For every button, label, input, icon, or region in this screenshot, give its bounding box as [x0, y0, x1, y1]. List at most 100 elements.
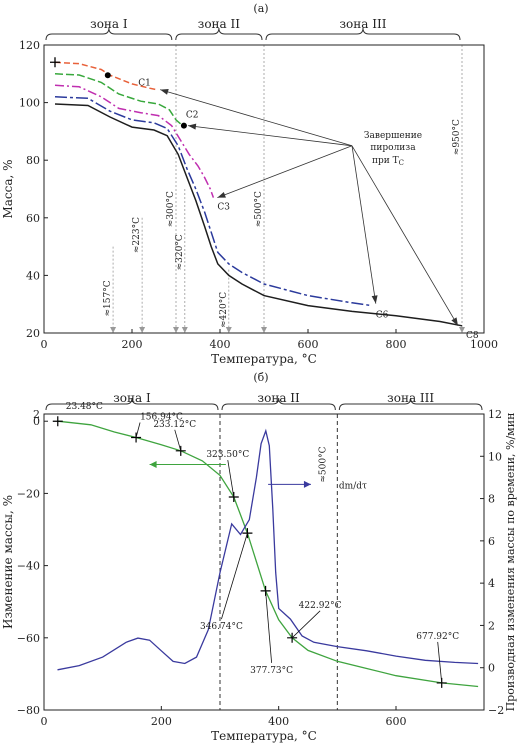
- annotation-arrow: [187, 125, 353, 147]
- y-tick-label: −20: [17, 487, 40, 500]
- reference-label: ≈223°C: [132, 217, 142, 253]
- y-tick-label: 100: [19, 97, 40, 110]
- point-dot: [180, 122, 187, 129]
- x-axis-label: Температура, °C: [211, 729, 317, 743]
- reference-arrowhead: [139, 327, 146, 333]
- annotation-arrow: [160, 89, 353, 147]
- point-marker: [287, 632, 298, 643]
- zone-label: зона II: [198, 17, 240, 31]
- y-tick-label: −80: [17, 704, 40, 717]
- reference-arrowhead: [261, 327, 267, 333]
- x-tick-label: 1000: [470, 338, 498, 351]
- reference-lines: ≈157°C ≈223°C ≈300°C ≈320°C ≈420°C ≈500°C ≈950…: [103, 45, 465, 333]
- x-ticks: 0 200 400 600: [41, 706, 407, 728]
- point-label: 377.73°C: [250, 666, 293, 676]
- point-label: 23.48°C: [66, 402, 103, 412]
- y2-tick-label: −2: [488, 704, 504, 717]
- start-marker: [50, 57, 60, 68]
- point-label: 156.94°C: [140, 412, 183, 422]
- derivative-curve: [57, 428, 479, 671]
- annotation-line-3: при TC: [372, 156, 404, 167]
- annotation-arrowhead: [217, 191, 226, 198]
- annotation-text: Завершение пиролиза при TC: [364, 131, 422, 167]
- point-marker: [175, 445, 186, 456]
- zone-boundary-label: ≈500°C: [318, 446, 328, 482]
- plot-frame: [43, 413, 485, 711]
- panel-b-label: (б): [253, 371, 268, 384]
- zone-label: зона II: [258, 391, 300, 405]
- y-tick-label: 80: [26, 154, 40, 167]
- point-label: 233.12°C: [153, 420, 196, 430]
- panel-a: (а) зона I зона II зона III ≈157°C ≈223°C ≈3…: [1, 2, 498, 366]
- annotation-line-1: Завершение: [364, 131, 422, 141]
- reference-label: ≈500°C: [254, 191, 264, 227]
- point-label: 346.74°C: [200, 622, 243, 632]
- x-tick-label: 600: [386, 715, 407, 728]
- point-dot: [104, 72, 111, 79]
- point-markers: [50, 57, 187, 129]
- reference-arrowhead: [459, 327, 465, 333]
- arrowhead: [303, 480, 311, 488]
- annotation-arrow: [351, 145, 459, 327]
- annotation-arrowhead: [451, 317, 458, 326]
- y2-tick-label: 0: [488, 662, 495, 675]
- x-tick-label: 200: [151, 715, 172, 728]
- point-label: 323.50°C: [206, 450, 249, 460]
- annotation-arrowhead: [187, 123, 197, 130]
- point-marker: [52, 416, 63, 427]
- zone-label: зона I: [90, 17, 128, 31]
- x-tick-label: 0: [41, 338, 48, 351]
- series-label: C1: [138, 79, 151, 89]
- reference-arrowhead: [225, 327, 232, 333]
- reference-label: ≈157°C: [103, 280, 113, 316]
- derivative-arrow-label: dm/dτ: [339, 481, 367, 491]
- series-label: C3: [217, 203, 230, 213]
- series-c3: [54, 84, 215, 198]
- zone-brace: [265, 27, 461, 41]
- reference-arrowhead: [181, 327, 188, 333]
- x-tick-label: 200: [122, 338, 143, 351]
- y-tick-label: 60: [26, 212, 40, 225]
- series-lines: C1 C2 C3 C6 C8: [54, 61, 479, 341]
- zone-braces: зона I зона II зона III: [45, 17, 461, 41]
- point-label: 677.92°C: [416, 632, 459, 642]
- zone-brace: [45, 27, 173, 41]
- reference-arrowhead: [110, 327, 117, 333]
- series-label: C8: [466, 331, 479, 341]
- reference-label: ≈420°C: [219, 292, 229, 328]
- annotation-arrowhead: [160, 89, 169, 95]
- y-axis-label: Масса, %: [1, 159, 15, 218]
- y-tick-label: 120: [19, 39, 40, 52]
- y-tick-label-top: 2: [33, 408, 40, 421]
- point-leader: [135, 422, 141, 438]
- y2-ticks: −2 0 2 4 6 8 10 12: [480, 408, 504, 717]
- series-c8: [54, 103, 463, 327]
- zone-brace: [175, 27, 263, 41]
- reference-label: ≈300°C: [166, 191, 176, 227]
- zone-label: зона III: [340, 17, 387, 31]
- zone-braces: зона I зона II зона III: [45, 391, 483, 411]
- zone-brace: [221, 397, 336, 411]
- panel-a-label: (а): [253, 2, 268, 15]
- series-label: C2: [186, 111, 199, 121]
- x-axis-label: Температура, °C: [211, 352, 317, 366]
- zone-label: зона I: [113, 391, 151, 405]
- y2-tick-label: 4: [488, 577, 495, 590]
- y-tick-label: −40: [17, 560, 40, 573]
- y-tick-label: 40: [26, 269, 40, 282]
- zone-brace: [338, 397, 483, 411]
- x-tick-label: 600: [298, 338, 319, 351]
- y-tick-label: −60: [17, 632, 40, 645]
- annotation-subscript: C: [399, 159, 404, 167]
- y2-tick-label: 2: [488, 619, 495, 632]
- x-tick-label: 400: [210, 338, 231, 351]
- y-axis-label: Изменение массы, %: [1, 495, 15, 629]
- series-label: C6: [376, 311, 389, 321]
- zone-label: зона III: [387, 391, 434, 405]
- y2-axis-label: Производная изменения массы по времени, …: [504, 413, 517, 712]
- mass-curve: [57, 420, 479, 688]
- reference-arrowhead: [173, 327, 179, 333]
- point-leader: [227, 459, 235, 498]
